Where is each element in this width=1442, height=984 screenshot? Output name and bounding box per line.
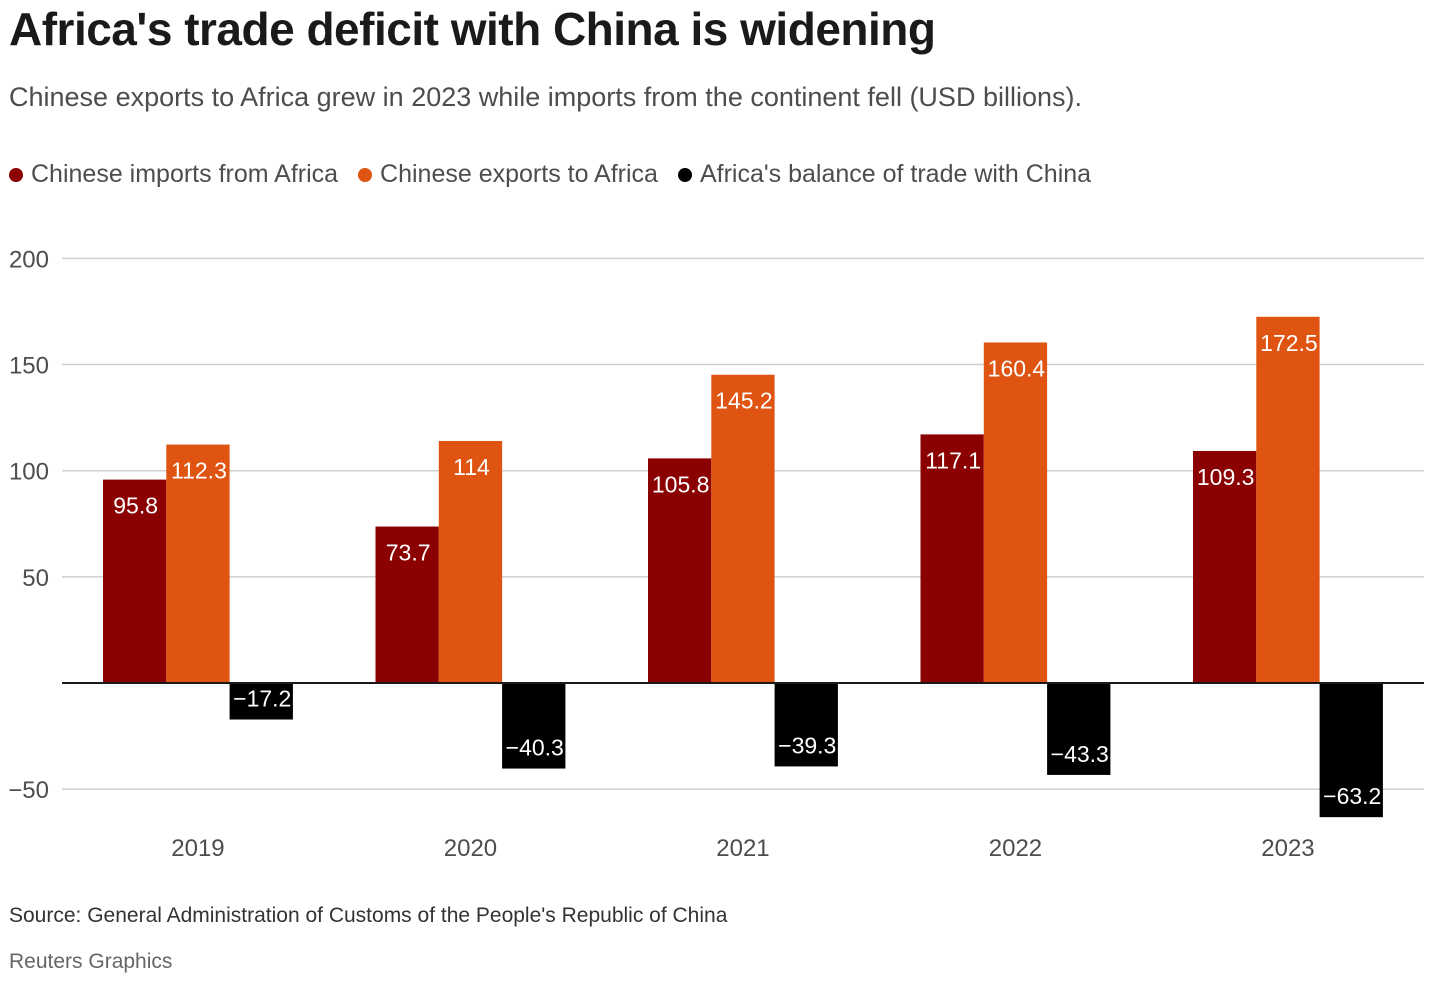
bar-chart: 200 150 100 50 −50 95.8 112.3 −17.2 2019 73.7 114 −… — [8, 246, 1424, 862]
bar — [1319, 683, 1383, 818]
data-label: 114 — [453, 454, 490, 480]
bar — [983, 342, 1048, 683]
legend-item-exports: Chinese exports to Africa — [358, 160, 658, 189]
chart-subtitle: Chinese exports to Africa grew in 2023 w… — [9, 82, 1082, 112]
data-label: 117.1 — [925, 447, 981, 473]
data-label: 112.3 — [171, 458, 227, 484]
data-label: −63.2 — [1323, 783, 1381, 809]
bar — [774, 683, 838, 767]
legend-swatch-exports — [358, 167, 373, 182]
bar — [1047, 683, 1111, 775]
legend-item-balance: Africa's balance of trade with China — [677, 160, 1092, 189]
x-tick-label: 2023 — [1261, 835, 1314, 862]
legend-label-imports: Chinese imports from Africa — [31, 160, 339, 188]
legend-swatch-balance — [677, 167, 692, 182]
bar — [166, 444, 230, 683]
credit-note: Reuters Graphics — [9, 950, 173, 973]
bar — [1256, 316, 1320, 683]
bar — [648, 458, 712, 683]
data-label: 160.4 — [988, 355, 1046, 381]
data-label: 109.3 — [1197, 464, 1255, 490]
x-tick-label: 2021 — [716, 835, 769, 862]
y-tick-label: 100 — [9, 459, 49, 486]
bar — [502, 683, 566, 769]
data-label: −43.3 — [1051, 741, 1109, 767]
data-label: 145.2 — [715, 388, 773, 414]
bar — [920, 434, 984, 683]
data-label: −17.2 — [233, 686, 291, 712]
source-note: Source: General Administration of Custom… — [9, 904, 728, 927]
y-tick-label: 200 — [9, 246, 49, 273]
data-label: −40.3 — [506, 735, 564, 761]
bar — [375, 526, 439, 683]
y-tick-label: −50 — [8, 777, 49, 804]
legend: Chinese imports from Africa Chinese expo… — [9, 160, 1111, 189]
data-label: −39.3 — [778, 732, 836, 758]
data-label: 95.8 — [113, 493, 158, 519]
y-tick-label: 50 — [22, 565, 49, 592]
y-tick-label: 150 — [9, 353, 49, 380]
bar — [103, 479, 167, 683]
legend-item-imports: Chinese imports from Africa — [9, 160, 338, 189]
bar — [711, 374, 775, 683]
bar — [438, 440, 503, 683]
legend-label-exports: Chinese exports to Africa — [380, 160, 658, 188]
legend-label-balance: Africa's balance of trade with China — [699, 160, 1092, 188]
data-label: 172.5 — [1260, 330, 1318, 356]
bar — [1193, 450, 1257, 683]
legend-swatch-imports — [9, 167, 23, 182]
x-tick-label: 2022 — [989, 835, 1042, 862]
chart-title: Africa's trade deficit with China is wid… — [9, 3, 936, 55]
x-tick-label: 2020 — [444, 835, 497, 862]
data-label: 73.7 — [386, 540, 431, 566]
data-label: 105.8 — [652, 471, 710, 497]
bar — [229, 683, 293, 720]
x-tick-label: 2019 — [171, 835, 224, 862]
